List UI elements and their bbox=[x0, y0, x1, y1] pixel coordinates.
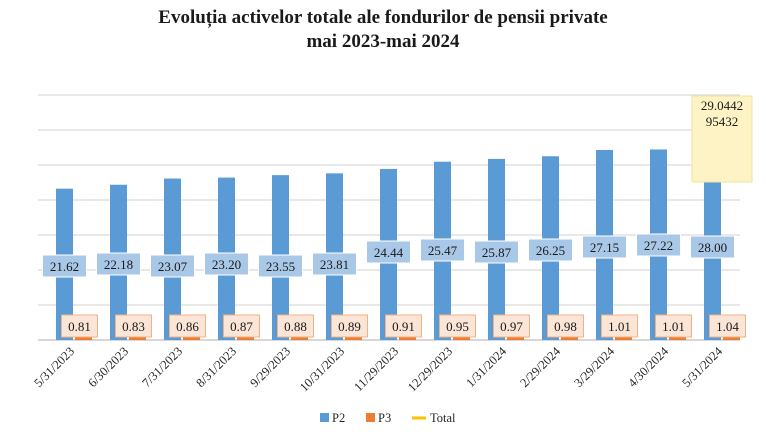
data-label-p2: 23.20 bbox=[212, 257, 241, 272]
data-label-box-total bbox=[691, 95, 753, 183]
data-label-box-p2 bbox=[204, 252, 249, 276]
data-label-p3: 0.88 bbox=[284, 319, 307, 334]
data-label-p3: 0.97 bbox=[500, 319, 523, 334]
data-label-p3: 0.91 bbox=[392, 319, 415, 334]
data-label-p2: 27.22 bbox=[644, 238, 673, 253]
chart-title: Evoluția activelor totale ale fondurilor… bbox=[0, 6, 766, 54]
data-labels: 21.62 0.81 22.18 0.83 23.07 0.86 23.20 0.87 23.5… bbox=[42, 95, 753, 338]
data-label-box-p2 bbox=[690, 235, 735, 259]
data-label-total-line-1: 29.0442 bbox=[701, 98, 743, 113]
x-tick-label: 7/31/2023 bbox=[139, 344, 185, 390]
x-tick-label: 9/29/2023 bbox=[247, 344, 293, 390]
data-label-p3: 0.98 bbox=[554, 319, 577, 334]
data-label-p2: 21.62 bbox=[50, 259, 79, 274]
data-label-box-p2 bbox=[528, 238, 573, 262]
data-label-box-p3 bbox=[169, 314, 206, 338]
x-tick-label: 4/30/2024 bbox=[625, 344, 671, 390]
x-tick-label: 2/29/2024 bbox=[517, 344, 563, 390]
x-tick-label: 12/29/2023 bbox=[405, 344, 455, 394]
data-label-box-p2 bbox=[96, 252, 141, 276]
data-label-p3: 1.01 bbox=[608, 319, 631, 334]
legend-label-p2: P2 bbox=[332, 411, 345, 425]
x-tick-label: 1/31/2024 bbox=[463, 344, 509, 390]
legend: P2 P3 Total bbox=[320, 411, 456, 425]
data-label-p2: 22.18 bbox=[104, 257, 133, 272]
x-tick-label: 8/31/2023 bbox=[193, 344, 239, 390]
data-label-p3: 1.01 bbox=[662, 319, 685, 334]
data-label-p2: 26.25 bbox=[536, 243, 565, 258]
data-label-p2: 23.07 bbox=[158, 259, 188, 274]
data-label-p3: 0.89 bbox=[338, 319, 361, 334]
data-label-box-p3 bbox=[331, 314, 368, 338]
legend-swatch-p3 bbox=[366, 413, 375, 422]
data-label-p2: 24.44 bbox=[374, 245, 404, 260]
data-label-p3: 0.86 bbox=[176, 319, 199, 334]
data-label-box-p2 bbox=[636, 233, 681, 257]
data-label-box-p3 bbox=[277, 314, 314, 338]
data-label-p3: 0.87 bbox=[230, 319, 253, 334]
x-tick-label: 3/29/2024 bbox=[571, 344, 617, 390]
data-label-p2: 27.15 bbox=[590, 240, 619, 255]
data-label-box-p3 bbox=[547, 314, 584, 338]
data-label-box-p3 bbox=[223, 314, 260, 338]
data-label-box-p2 bbox=[420, 238, 465, 262]
data-label-p2: 25.47 bbox=[428, 243, 458, 258]
data-label-p3: 0.81 bbox=[68, 319, 91, 334]
x-tick-label: 6/30/2023 bbox=[85, 344, 131, 390]
data-label-box-p3 bbox=[493, 314, 530, 338]
data-label-box-p3 bbox=[439, 314, 476, 338]
data-label-box-p2 bbox=[42, 254, 87, 278]
x-tick-label: 5/31/2023 bbox=[31, 344, 77, 390]
data-label-box-p3 bbox=[385, 314, 422, 338]
data-label-box-p2 bbox=[582, 235, 627, 259]
data-label-p3: 1.04 bbox=[716, 319, 739, 334]
data-label-p2: 23.81 bbox=[320, 257, 349, 272]
x-tick-label: 5/31/2024 bbox=[679, 344, 725, 390]
x-tick-label: 11/29/2023 bbox=[351, 344, 401, 394]
chart-title-line-2: mai 2023-mai 2024 bbox=[306, 31, 460, 52]
data-label-box-p2 bbox=[474, 240, 519, 264]
data-label-p3: 0.95 bbox=[446, 319, 469, 334]
data-label-box-p3 bbox=[601, 314, 638, 338]
legend-swatch-total bbox=[412, 416, 426, 420]
data-label-p3: 0.83 bbox=[122, 319, 145, 334]
x-axis-tick-labels: 5/31/2023 6/30/2023 7/31/2023 8/31/2023 9/29… bbox=[31, 344, 725, 395]
legend-swatch-p2 bbox=[320, 413, 329, 422]
data-label-box-p3 bbox=[709, 314, 746, 338]
data-label-box-p3 bbox=[655, 314, 692, 338]
data-label-box-p2 bbox=[258, 254, 303, 278]
data-label-box-p2 bbox=[312, 252, 357, 276]
legend-label-total: Total bbox=[430, 411, 456, 425]
data-label-p2: 25.87 bbox=[482, 245, 512, 260]
data-label-box-p3 bbox=[115, 314, 152, 338]
x-tick-label: 10/31/2023 bbox=[297, 344, 347, 394]
chart-title-line-1: Evoluția activelor totale ale fondurilor… bbox=[158, 7, 608, 28]
data-label-p2: 23.55 bbox=[266, 259, 295, 274]
data-label-p2: 28.00 bbox=[698, 240, 727, 255]
data-label-box-p2 bbox=[366, 240, 411, 264]
data-label-box-p2 bbox=[150, 254, 195, 278]
legend-label-p3: P3 bbox=[378, 411, 391, 425]
data-label-total-line-2: 95432 bbox=[706, 114, 739, 129]
data-label-box-p3 bbox=[61, 314, 98, 338]
